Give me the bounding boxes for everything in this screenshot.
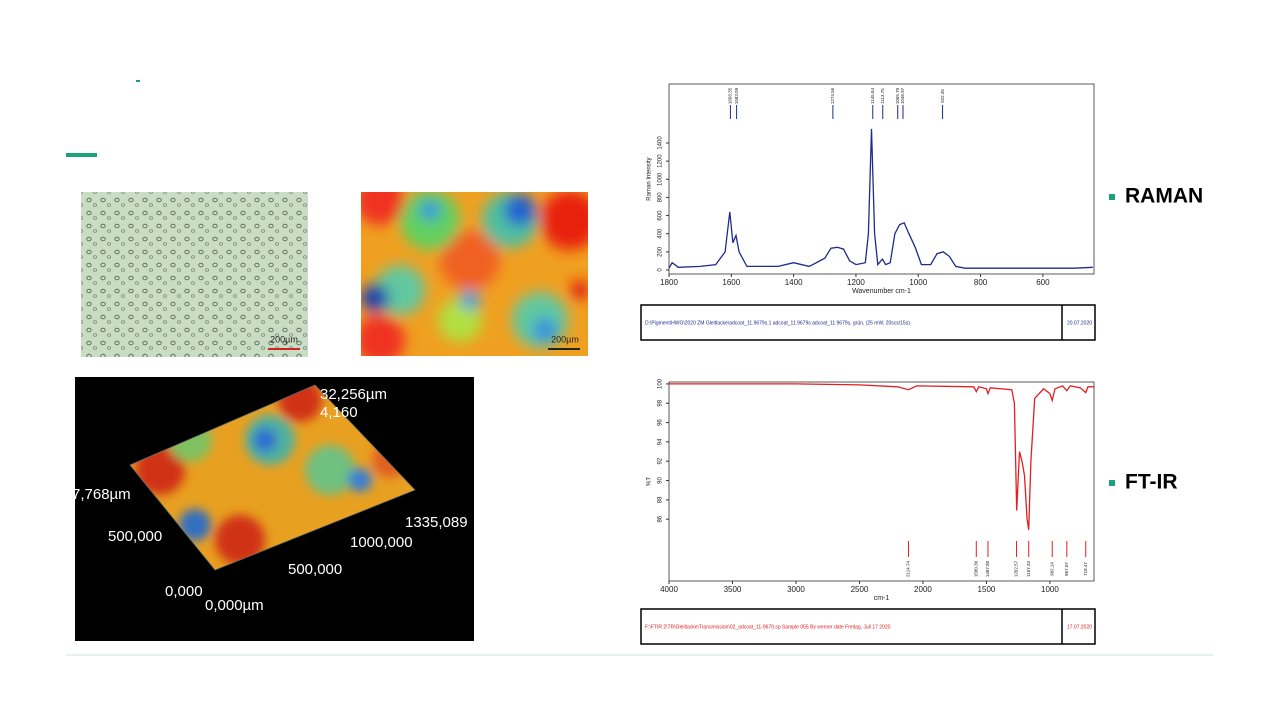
peak-label: 2114.74 xyxy=(906,561,911,577)
x-tick-label: 2000 xyxy=(914,585,932,594)
peak-label: 982.14 xyxy=(1049,562,1054,576)
plot-frame xyxy=(668,381,1095,582)
y-tick-label: 100 xyxy=(658,378,664,389)
peak-label: 1145.84 xyxy=(870,88,875,104)
y-tick-label: 600 xyxy=(658,210,664,221)
spectrum-line xyxy=(668,128,1093,269)
surface-axis-label: 4,160 xyxy=(320,404,358,421)
x-tick-label: 1000 xyxy=(1041,585,1059,594)
section-label: FT-IR xyxy=(1125,471,1178,494)
footer-date: 20.07.2020 xyxy=(1067,320,1092,326)
surface-axis-label: 1335,089 xyxy=(405,514,468,531)
plot-frame xyxy=(668,83,1095,275)
y-tick-label: 90 xyxy=(658,477,664,484)
y-tick-label: 400 xyxy=(658,228,664,239)
micrograph: 200µm xyxy=(81,192,308,357)
y-tick-label: 0 xyxy=(658,268,664,272)
x-tick-label: 1800 xyxy=(660,278,678,287)
spectrum-line xyxy=(669,383,1094,530)
surface-axis-label: 0,000 xyxy=(165,583,203,600)
peak-label: 1487.80 xyxy=(985,560,990,577)
x-tick-label: 1600 xyxy=(722,278,740,287)
y-tick-label: 800 xyxy=(658,192,664,203)
accent xyxy=(136,80,140,82)
y-tick-label: 98 xyxy=(658,399,664,406)
footer-text: F:\FTIR 2\TR\Gleitlacke\Transmission\02_… xyxy=(645,624,891,630)
x-tick-label: 1200 xyxy=(847,278,865,287)
x-tick-label: 3000 xyxy=(787,585,805,594)
bullet xyxy=(1109,480,1115,486)
y-tick-label: 88 xyxy=(658,496,664,503)
y-tick-label: 96 xyxy=(658,419,664,426)
x-tick-label: 3500 xyxy=(724,585,742,594)
y-tick-label: 86 xyxy=(658,515,664,522)
y-axis-label: Raman Intensity xyxy=(647,157,653,200)
surface-axis-label: 32,256µm xyxy=(320,386,387,403)
peak-label: 867.07 xyxy=(1064,562,1069,576)
footer-date: 17.07.2020 xyxy=(1067,624,1092,630)
peak-label: 1065.70 xyxy=(895,87,900,104)
bullet xyxy=(1109,194,1115,200)
y-tick-label: 200 xyxy=(658,246,664,257)
footer-text: D:\Pigment\HWG\2020 ZM Gleitlacke\adcoat… xyxy=(645,320,910,326)
peak-label: 1580.36 xyxy=(973,560,978,577)
peak-label: 1262.57 xyxy=(1014,560,1019,577)
surface-axis-label: 500,000 xyxy=(288,561,342,578)
peak-label: 1048.97 xyxy=(900,87,905,104)
x-tick-label: 800 xyxy=(974,278,988,287)
peak-label: 1603.35 xyxy=(728,87,733,104)
heatmap: 200µm xyxy=(361,192,588,356)
surface-axis-label: 0,000µm xyxy=(205,597,264,614)
surface-axis-label: 500,000 xyxy=(108,528,162,545)
peak-label: 1113.75 xyxy=(880,88,885,104)
y-tick-label: 1000 xyxy=(658,172,664,186)
x-axis-label: Wavenumber cm-1 xyxy=(852,288,911,295)
y-tick-label: 92 xyxy=(658,457,664,464)
peak-label: 718.47 xyxy=(1083,562,1088,576)
scale-label: 200µm xyxy=(270,334,298,344)
y-axis-label: %T xyxy=(647,477,653,486)
footer-box xyxy=(640,608,1096,645)
accent-bar xyxy=(66,153,97,157)
peak-label: 1167.33 xyxy=(1026,561,1031,577)
peak-label: 1583.09 xyxy=(734,87,739,104)
y-tick-label: 1200 xyxy=(658,154,664,168)
surface-axis-label: 1000,000 xyxy=(350,534,413,551)
x-tick-label: 1500 xyxy=(978,585,996,594)
x-tick-label: 600 xyxy=(1036,278,1050,287)
peak-label: 922.35 xyxy=(940,89,945,103)
x-tick-label: 2500 xyxy=(851,585,869,594)
x-tick-label: 1000 xyxy=(909,278,927,287)
footer-box xyxy=(640,304,1096,341)
surface-axis-label: 7,768µm xyxy=(72,486,131,503)
section-label: RAMAN xyxy=(1125,185,1203,208)
x-axis-label: cm-1 xyxy=(874,595,890,602)
scale-label: 200µm xyxy=(551,334,579,344)
y-tick-label: 1400 xyxy=(658,136,664,150)
x-tick-label: 4000 xyxy=(660,585,678,594)
y-tick-label: 94 xyxy=(658,438,664,445)
peak-label: 1274.56 xyxy=(830,87,835,104)
x-tick-label: 1400 xyxy=(785,278,803,287)
